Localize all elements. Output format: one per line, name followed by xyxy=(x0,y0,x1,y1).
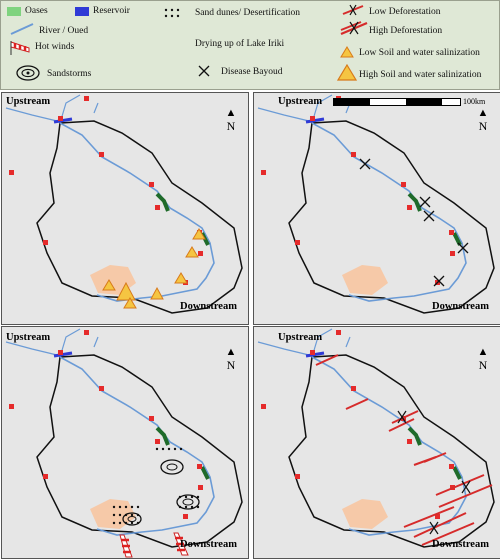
legend-sand-dunes: Sand dunes/ Desertification xyxy=(195,8,301,18)
basin-map xyxy=(257,94,495,314)
downstream-label: Downstream xyxy=(180,301,237,312)
basin-map xyxy=(5,94,243,314)
map-legend: Oases Reservoir River / Oued Hot winds S… xyxy=(0,0,500,90)
upstream-label: Upstream xyxy=(278,96,323,107)
map-panel-deforestation: Upstream Downstream ▲ N xyxy=(253,326,500,559)
low-salinization-icon xyxy=(340,46,354,58)
map-panel-climate: Upstream Downstream ▲ N xyxy=(1,326,249,559)
legend-hot-winds: Hot winds xyxy=(35,42,75,52)
reservoir-swatch xyxy=(75,7,89,16)
disease-bayoud-icon xyxy=(198,65,210,77)
upstream-label: Upstream xyxy=(6,96,51,107)
legend-disease: Disease Bayoud xyxy=(221,67,283,77)
hot-winds-icon xyxy=(10,41,30,55)
north-arrow: ▲ N xyxy=(477,107,489,134)
legend-drying-lake: Drying up of Lake Iriki xyxy=(195,39,285,49)
legend-sandstorms: Sandstorms xyxy=(47,69,92,79)
north-arrow: ▲ N xyxy=(477,346,489,373)
high-deforestation-icon xyxy=(340,21,368,36)
legend-high-salinization: High Soil and water salinization xyxy=(359,70,482,80)
upstream-label: Upstream xyxy=(278,332,323,343)
legend-reservoir: Reservoir xyxy=(93,6,130,16)
upstream-label: Upstream xyxy=(6,332,51,343)
scale-bar xyxy=(333,98,461,106)
basin-map xyxy=(5,328,243,558)
high-salinization-icon xyxy=(337,64,357,81)
river-swatch xyxy=(10,23,34,35)
downstream-label: Downstream xyxy=(180,539,237,550)
oases-swatch xyxy=(7,7,21,16)
map-panel-salinization: Upstream Downstream ▲ N xyxy=(1,92,249,325)
legend-river: River / Oued xyxy=(39,26,89,36)
downstream-label: Downstream xyxy=(432,539,489,550)
north-arrow: ▲ N xyxy=(225,107,237,134)
legend-low-salinization: Low Soil and water salinization xyxy=(359,48,480,58)
downstream-label: Downstream xyxy=(432,301,489,312)
north-arrow: ▲ N xyxy=(225,346,237,373)
sandstorm-icon xyxy=(16,65,40,81)
basin-map xyxy=(257,328,495,548)
scale-label: 100km xyxy=(463,97,486,106)
legend-low-deforestation: Low Deforestation xyxy=(369,7,441,17)
legend-oases: Oases xyxy=(25,6,48,16)
map-panel-disease: Upstream 100km Downstream ▲ N xyxy=(253,92,500,325)
sand-dunes-icon xyxy=(164,8,180,18)
low-deforestation-icon xyxy=(342,4,364,16)
legend-high-deforestation: High Deforestation xyxy=(369,26,443,36)
